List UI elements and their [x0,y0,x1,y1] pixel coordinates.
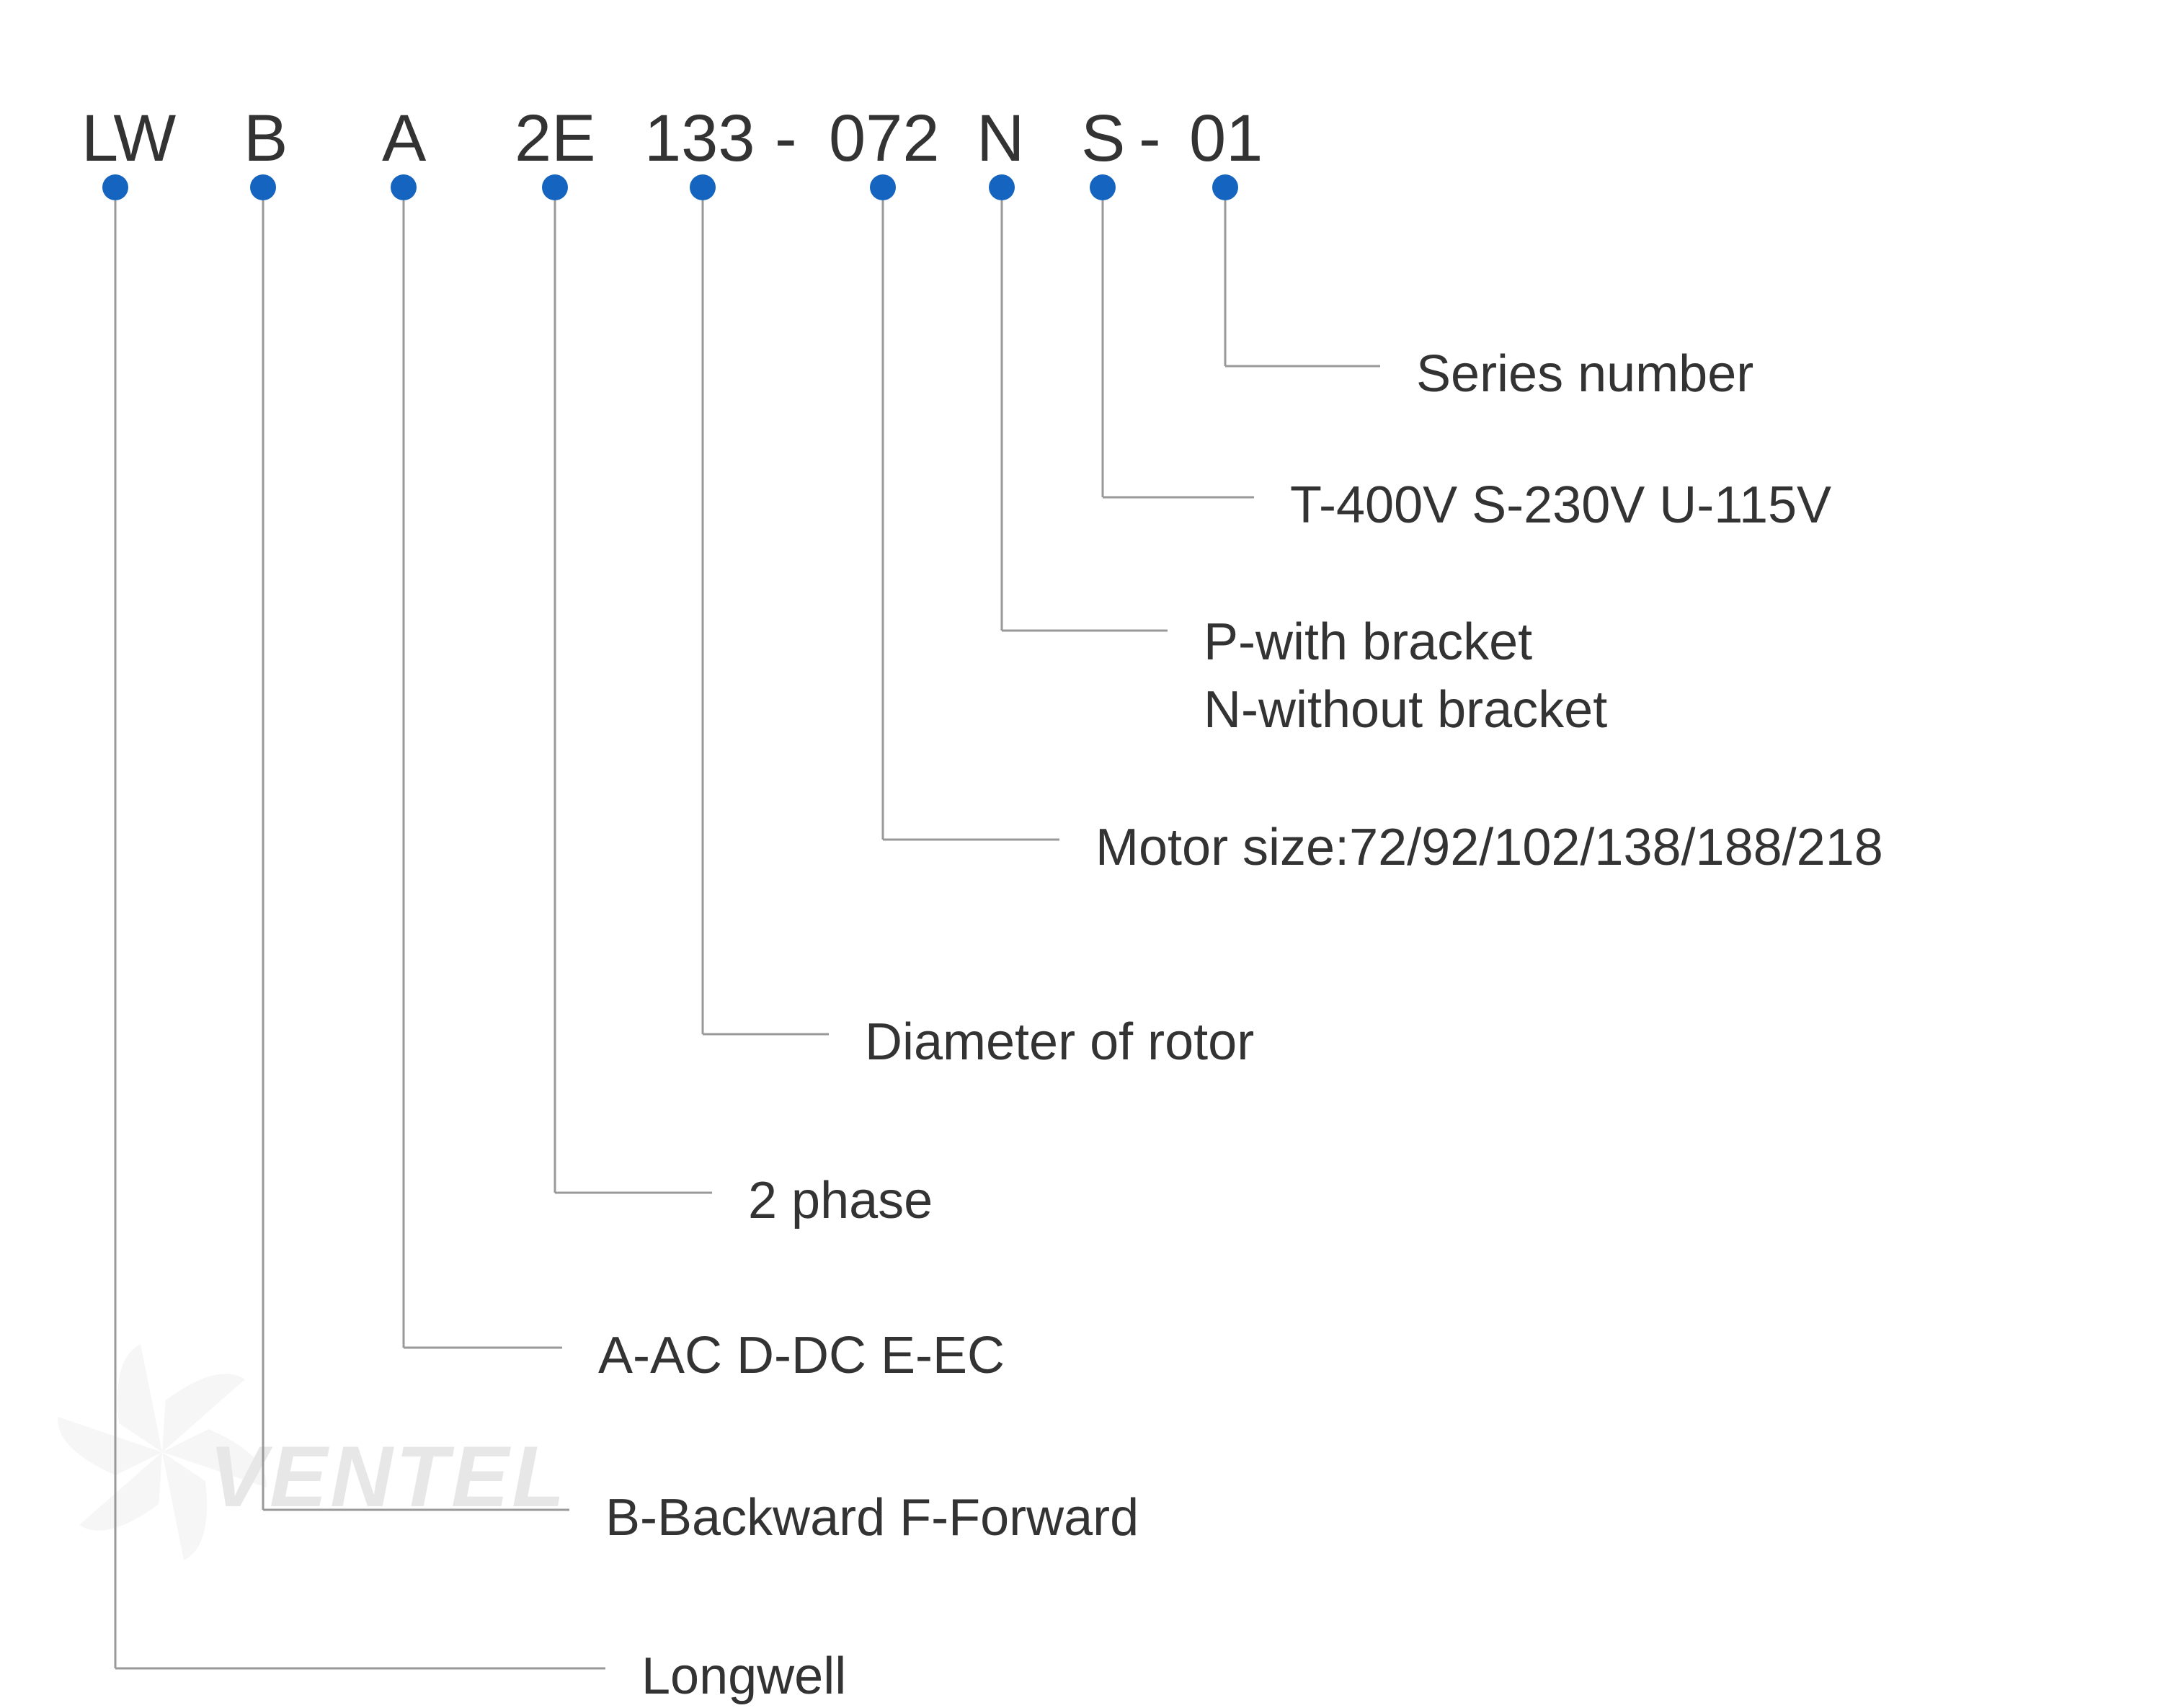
connector-dot [1090,174,1116,200]
description-label: B-Backward F-Forward [605,1488,1139,1547]
code-segment: S [1081,101,1125,177]
code-segment: - [775,101,797,177]
description-label: Motor size:72/92/102/138/188/218 [1095,818,1883,877]
connector-dot [870,174,896,200]
description-label: Series number [1416,344,1753,404]
connector-dot [690,174,716,200]
code-segment: B [244,101,288,177]
description-label: P-with bracketN-without bracket [1204,609,1607,744]
description-label: Longwell [641,1647,846,1706]
code-segment: N [977,101,1024,177]
connector-dot [102,174,128,200]
code-segment: - [1139,101,1161,177]
connector-dot [989,174,1015,200]
connector-dot [542,174,568,200]
connector-dot [391,174,417,200]
connector-dot [250,174,276,200]
connector-dot [1212,174,1238,200]
code-segment: 2E [515,101,596,177]
code-segment: 133 [644,101,755,177]
part-number-diagram: VENTEL LWBA2E133-072NS-01 Series numberT… [0,0,2165,1708]
description-label: T-400V S-230V U-115V [1290,476,1831,535]
description-label: Diameter of rotor [865,1013,1254,1072]
description-label: A-AC D-DC E-EC [598,1326,1005,1385]
code-segment: 01 [1189,101,1263,177]
description-label: 2 phase [748,1171,933,1230]
code-segment: 072 [829,101,940,177]
code-segment: A [382,101,426,177]
code-segment: LW [81,101,176,177]
